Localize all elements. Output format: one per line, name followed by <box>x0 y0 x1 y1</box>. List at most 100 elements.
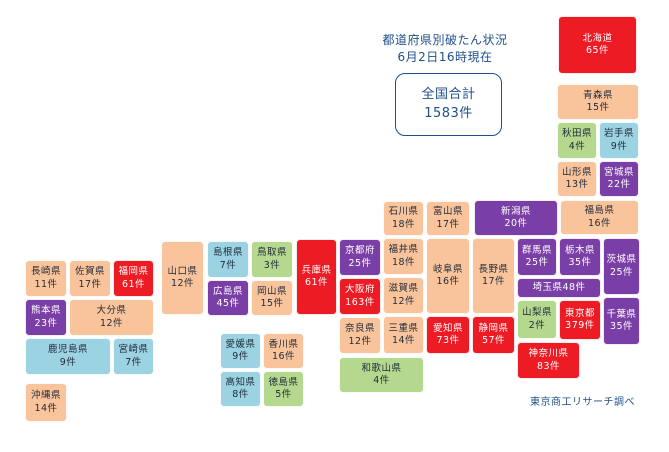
pref-count: 17件 <box>481 276 506 287</box>
pref-count: 65件 <box>585 45 610 56</box>
pref-tile-toyama: 富山県 17件 <box>426 201 470 236</box>
pref-name: 京都府 <box>344 245 375 257</box>
pref-count: 15件 <box>260 298 284 309</box>
pref-tile-nara: 奈良県 12件 <box>339 317 381 354</box>
pref-name: 佐賀県 <box>74 266 105 278</box>
pref-tile-shizuoka: 静岡県 57件 <box>472 316 515 354</box>
pref-count: 3件 <box>263 259 281 271</box>
pref-tile-kyoto: 京都府 25件 <box>339 239 381 276</box>
pref-name: 富山県 <box>432 206 463 218</box>
pref-count: 12件 <box>170 278 195 289</box>
pref-count: 20件 <box>504 218 528 229</box>
pref-tile-miyagi: 宮城県 22件 <box>599 161 639 197</box>
pref-tile-aomori: 青森県 15件 <box>557 84 639 120</box>
pref-name: 高知県 <box>225 376 256 388</box>
pref-count: 2件 <box>528 319 546 331</box>
pref-tile-aichi: 愛知県 73件 <box>426 316 470 354</box>
pref-count: 9件 <box>610 140 628 152</box>
pref-name: 鳥取県 <box>256 247 287 259</box>
pref-name: 神奈川県 <box>528 348 569 360</box>
pref-name: 沖縄県 <box>30 390 61 402</box>
pref-name: 愛知県 <box>432 322 463 334</box>
pref-name: 山梨県 <box>521 307 552 319</box>
pref-count: 7件 <box>125 356 142 368</box>
pref-count: 16件 <box>587 217 612 229</box>
pref-name: 岐阜県 <box>432 263 463 275</box>
pref-count: 9件 <box>59 356 77 368</box>
pref-name: 徳島県 <box>268 376 299 388</box>
pref-tile-kagawa: 香川県 16件 <box>263 333 304 369</box>
title-line-2: 6月2日16時現在 <box>397 50 493 65</box>
pref-name: 熊本県 <box>30 305 61 317</box>
pref-name: 山口県 <box>167 265 198 277</box>
pref-count: 9件 <box>232 351 249 362</box>
pref-count: 12件 <box>99 317 124 329</box>
pref-name: 福島県 <box>584 205 615 217</box>
pref-name: 石川県 <box>388 206 419 218</box>
pref-count: 12件 <box>391 295 416 307</box>
pref-name: 東京都 <box>564 307 595 319</box>
pref-count: 83件 <box>536 360 561 372</box>
pref-tile-tochigi: 栃木県 35件 <box>559 238 601 276</box>
national-total-box: 全国合計 1583件 <box>395 73 502 136</box>
pref-name: 長野県 <box>478 263 509 275</box>
pref-tile-saitama: 埼玉県 48件 <box>517 278 601 298</box>
pref-count: 73件 <box>436 335 460 346</box>
pref-name: 静岡県 <box>478 322 509 334</box>
total-value: 1583件 <box>424 105 473 121</box>
pref-tile-ehime: 愛媛県 9件 <box>220 333 261 369</box>
pref-name: 鹿児島県 <box>47 344 88 356</box>
pref-tile-okayama: 岡山県 15件 <box>251 280 293 316</box>
pref-count: 45件 <box>216 298 240 309</box>
pref-name: 埼玉県 <box>532 281 563 293</box>
pref-name: 千葉県 <box>606 308 637 320</box>
pref-name: 大分県 <box>96 305 127 317</box>
pref-tile-yamanashi: 山梨県 2件 <box>517 300 557 339</box>
pref-count: 8件 <box>232 389 249 400</box>
pref-tile-shiga: 滋賀県 12件 <box>383 277 424 314</box>
pref-tile-kagoshima: 鹿児島県 9件 <box>25 338 111 375</box>
pref-count: 163件 <box>345 296 375 308</box>
pref-name: 群馬県 <box>521 244 552 256</box>
pref-count: 11件 <box>34 278 58 290</box>
pref-tile-chiba: 千葉県 35件 <box>603 297 640 345</box>
pref-name: 福井県 <box>388 244 419 256</box>
pref-count: 5件 <box>275 389 292 400</box>
pref-tile-kumamoto: 熊本県 23件 <box>25 299 67 336</box>
pref-name: 和歌山県 <box>361 362 402 374</box>
pref-tile-fukui: 福井県 18件 <box>383 238 424 275</box>
pref-name: 長崎県 <box>30 266 61 278</box>
pref-name: 愛媛県 <box>225 338 256 350</box>
pref-count: 16件 <box>436 276 460 287</box>
pref-tile-yamaguchi: 山口県 12件 <box>161 241 204 315</box>
pref-count: 48件 <box>562 281 586 293</box>
pref-count: 13件 <box>565 179 589 190</box>
pref-tile-wakayama: 和歌山県 4件 <box>339 357 424 393</box>
pref-tile-iwate: 岩手県 9件 <box>599 122 639 159</box>
pref-count: 25件 <box>609 266 634 278</box>
pref-name: 香川県 <box>268 338 299 350</box>
pref-name: 三重県 <box>388 322 419 334</box>
pref-count: 61件 <box>121 278 146 290</box>
pref-tile-hiroshima: 広島県 45件 <box>207 280 249 316</box>
pref-tile-yamagata: 山形県 13件 <box>557 161 597 197</box>
pref-count: 379件 <box>565 320 595 331</box>
pref-name: 青森県 <box>582 89 613 101</box>
pref-name: 宮城県 <box>603 166 634 178</box>
pref-count: 15件 <box>586 102 610 113</box>
pref-name: 島根県 <box>212 247 243 259</box>
pref-tile-gifu: 岐阜県 16件 <box>426 238 470 314</box>
pref-count: 16件 <box>271 351 296 362</box>
source-note: 東京商工リサーチ調べ <box>530 397 635 408</box>
pref-count: 23件 <box>34 317 58 329</box>
pref-name: 北海道 <box>582 32 613 44</box>
pref-count: 35件 <box>609 321 634 332</box>
pref-name: 兵庫県 <box>301 264 332 276</box>
pref-count: 4件 <box>568 140 586 152</box>
pref-count: 17件 <box>436 218 460 230</box>
pref-name: 秋田県 <box>561 128 592 140</box>
pref-tile-nagano: 長野県 17件 <box>472 238 515 314</box>
pref-tile-shimane: 島根県 7件 <box>207 241 249 278</box>
pref-count: 18件 <box>391 256 416 268</box>
pref-count: 22件 <box>607 179 631 190</box>
